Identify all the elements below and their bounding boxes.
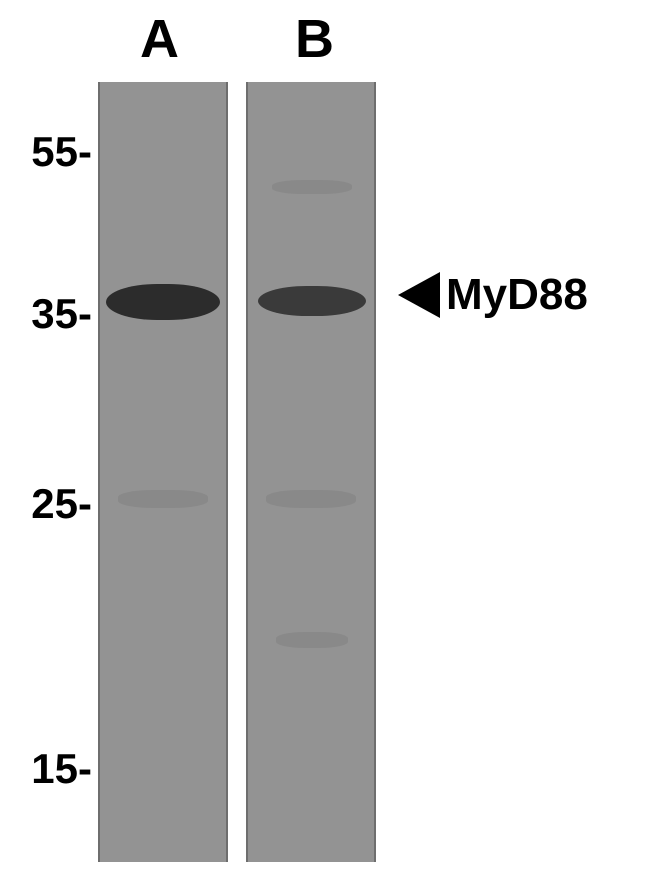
lane-b <box>246 82 376 862</box>
target-text: MyD88 <box>446 270 588 320</box>
lane-a <box>98 82 228 862</box>
faint-band <box>266 490 356 508</box>
mw-marker-15: 15- <box>31 745 92 793</box>
mw-marker-55: 55- <box>31 128 92 176</box>
faint-band <box>118 490 208 508</box>
mw-marker-35: 35- <box>31 290 92 338</box>
lane-label-b: B <box>295 8 334 70</box>
band-lane-a <box>106 284 220 320</box>
faint-band <box>276 632 348 648</box>
lane-label-a: A <box>140 8 179 70</box>
faint-band <box>272 180 352 194</box>
band-lane-b <box>258 286 366 316</box>
western-blot-figure: A B 55- 35- 25- 15- MyD88 <box>0 0 650 882</box>
target-label: MyD88 <box>398 270 588 320</box>
mw-marker-25: 25- <box>31 480 92 528</box>
arrow-left-icon <box>398 272 440 318</box>
